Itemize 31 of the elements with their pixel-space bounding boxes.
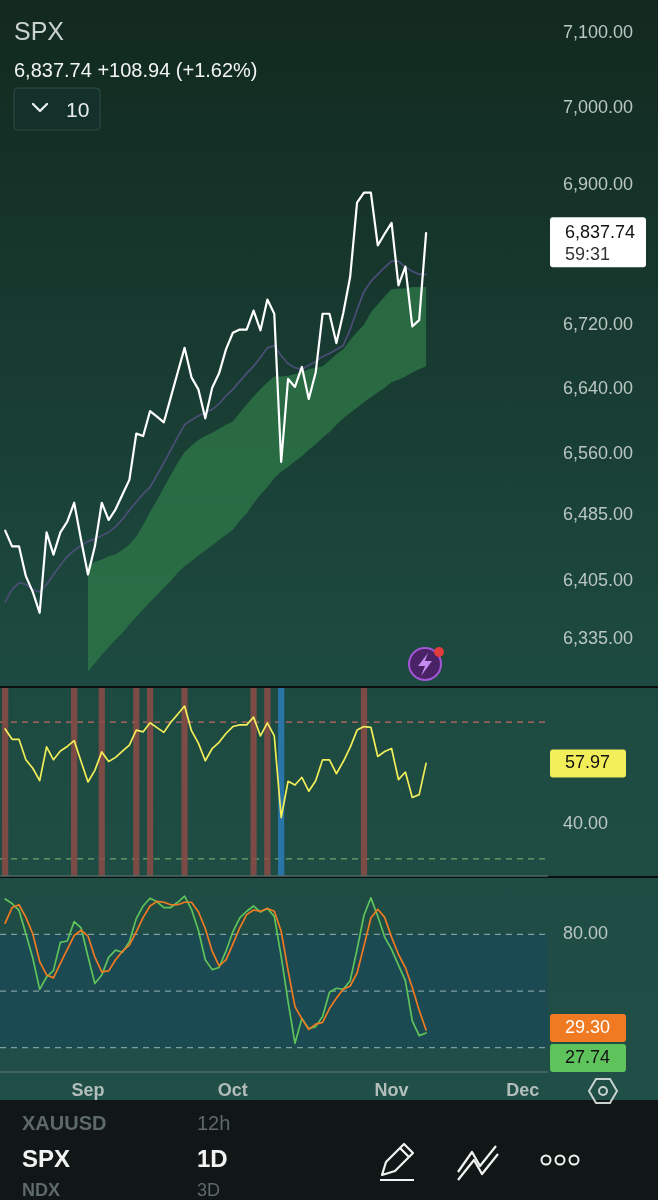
y-tick-label: 7,000.00 xyxy=(563,97,634,118)
x-tick-label: Dec xyxy=(506,1080,540,1100)
text: XAUUSD xyxy=(22,1112,107,1134)
annotation: 10 xyxy=(66,98,90,121)
text: 6,837.74 xyxy=(565,221,636,242)
text: 59:31 xyxy=(565,243,611,264)
text: SPX xyxy=(22,1145,71,1172)
text: 3D xyxy=(197,1180,221,1200)
y-tick-label: 6,485.00 xyxy=(563,503,634,524)
line-series xyxy=(4,260,427,603)
text: 57.97 xyxy=(565,752,611,773)
text: 80.00 xyxy=(563,923,609,944)
text: 27.74 xyxy=(565,1046,611,1067)
text: SPX xyxy=(14,17,65,45)
y-tick-label: 6,405.00 xyxy=(563,569,634,590)
x-tick-label: Sep xyxy=(71,1080,105,1100)
x-tick-label: Oct xyxy=(217,1080,248,1100)
y-tick-label: 7,100.00 xyxy=(563,21,634,42)
y-tick-label: 6,640.00 xyxy=(563,378,634,399)
y-tick-label: 6,900.00 xyxy=(563,173,634,194)
y-tick-label: 6,560.00 xyxy=(563,442,634,463)
x-tick-label: Nov xyxy=(374,1080,409,1100)
text: 12h xyxy=(197,1112,231,1134)
y-tick-label: 6,335.00 xyxy=(563,628,634,649)
text: NDX xyxy=(22,1180,61,1200)
y-tick-label: 6,720.00 xyxy=(563,314,634,335)
text: 29.30 xyxy=(565,1016,611,1037)
text: 40.00 xyxy=(563,813,609,834)
line-series xyxy=(4,191,428,614)
text: 6,837.74 +108.94 (+1.62%) xyxy=(14,59,258,81)
text: 1D xyxy=(197,1145,228,1172)
